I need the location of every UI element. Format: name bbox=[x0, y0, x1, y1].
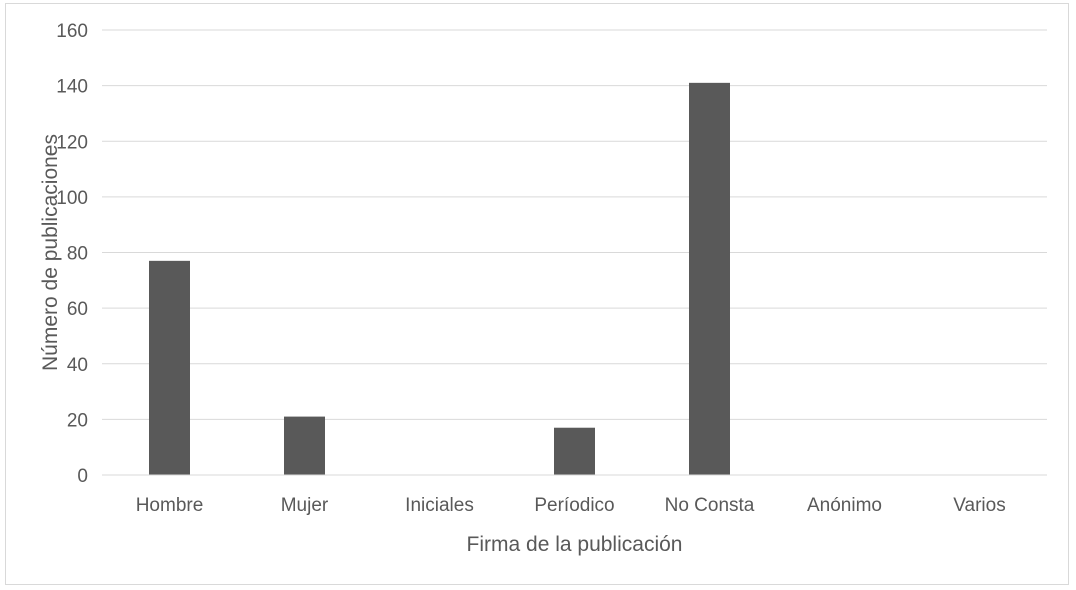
x-tick-label: Períodico bbox=[534, 495, 614, 516]
x-axis-ticks: Hombre Mujer Iniciales Períodico No Consta An… bbox=[136, 495, 1006, 516]
y-tick-label: 40 bbox=[67, 355, 88, 376]
x-tick-label: No Consta bbox=[665, 495, 755, 516]
y-tick-label: 160 bbox=[56, 21, 88, 42]
x-tick-label: Mujer bbox=[281, 495, 329, 516]
gridlines bbox=[102, 30, 1047, 419]
x-tick-label: Anónimo bbox=[807, 495, 882, 516]
y-tick-label: 140 bbox=[56, 77, 88, 98]
bar bbox=[554, 428, 595, 475]
y-tick-label: 20 bbox=[67, 410, 88, 431]
x-tick-label: Varios bbox=[953, 495, 1005, 516]
bar bbox=[284, 417, 325, 475]
x-axis-title: Firma de la publicación bbox=[467, 533, 683, 556]
y-tick-label: 80 bbox=[67, 244, 88, 265]
y-tick-label: 0 bbox=[77, 466, 88, 487]
x-tick-label: Iniciales bbox=[405, 495, 474, 516]
y-tick-label: 60 bbox=[67, 299, 88, 320]
x-tick-label: Hombre bbox=[136, 495, 204, 516]
y-axis-title: Número de publicaciones bbox=[39, 134, 62, 371]
bar bbox=[689, 83, 730, 475]
bar bbox=[149, 261, 190, 475]
